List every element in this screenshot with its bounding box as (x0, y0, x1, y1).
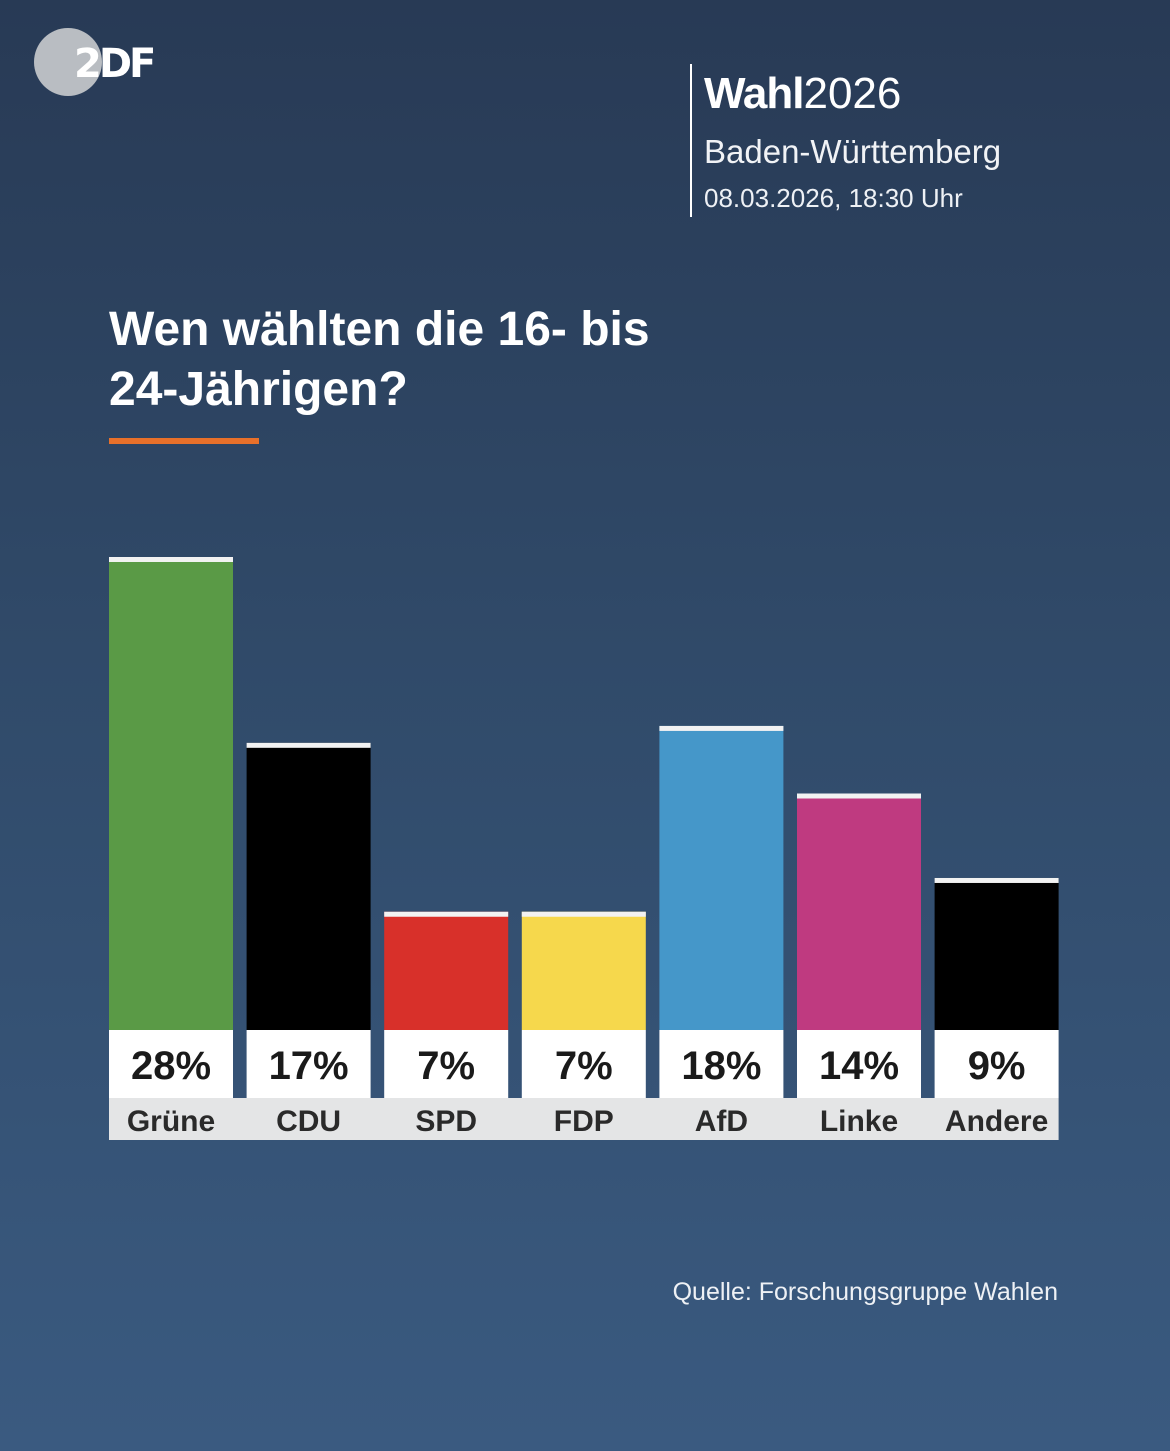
category-label-fdp: FDP (554, 1105, 614, 1138)
bar-spd (384, 911, 509, 1030)
bar-top-line-andere (934, 877, 1059, 883)
value-label-afd: 18% (681, 1044, 761, 1088)
source-note: Quelle: Forschungsgruppe Wahlen (672, 1278, 1058, 1306)
value-label-fdp: 7% (555, 1044, 613, 1088)
category-label-andere: Andere (945, 1105, 1048, 1138)
bar-top-line-afd (659, 725, 784, 731)
election-datetime: 08.03.2026, 18:30 Uhr (704, 183, 963, 213)
value-label-andere: 9% (968, 1044, 1026, 1088)
zdf-logo-circle (34, 28, 102, 96)
election-region: Baden-Württemberg (704, 133, 1002, 170)
value-box-andere (934, 1030, 1059, 1098)
value-box-afd (659, 1030, 784, 1098)
category-label-cdu: CDU (276, 1105, 341, 1138)
value-label-linke: 14% (819, 1044, 899, 1088)
category-label-linke: Linke (820, 1105, 898, 1138)
bar-top-line-cdu (246, 742, 371, 748)
election-year: 2026 (803, 69, 902, 118)
election-title-bold: Wahl (704, 69, 804, 118)
bar-fdp (521, 911, 646, 1030)
election-title: Wahl2026 (704, 66, 1001, 122)
chart-title-line-1: Wen wählten die 16- bis (109, 303, 650, 356)
value-box-cdu (246, 1030, 371, 1098)
bar-cdu (246, 742, 371, 1030)
bar-afd (659, 725, 784, 1030)
category-label-afd: AfD (695, 1105, 748, 1138)
bar-top-line-spd (384, 911, 509, 917)
election-info: Wahl2026 Baden-Württemberg 08.03.2026, 1… (690, 64, 1001, 217)
bar-top-line-linke (797, 793, 921, 799)
bar-andere (934, 877, 1059, 1030)
value-box-linke (797, 1030, 921, 1098)
value-box-gr-ne (109, 1030, 233, 1098)
category-label-strip (109, 1098, 1059, 1140)
category-label-gr-ne: Grüne (127, 1105, 215, 1138)
bar-gr-ne (109, 557, 233, 1030)
chart-title-line-2: 24-Jährigen? (109, 363, 408, 416)
value-label-cdu: 17% (269, 1044, 349, 1088)
value-label-spd: 7% (417, 1044, 475, 1088)
title-accent-bar (109, 438, 259, 444)
zdf-logo: 2DF (34, 28, 174, 98)
zdf-logo-text: 2DF (74, 41, 156, 87)
bar-top-line-gr-ne (109, 557, 233, 562)
value-box-spd (384, 1030, 509, 1098)
category-label-spd: SPD (415, 1105, 477, 1138)
bar-linke (797, 793, 921, 1030)
value-label-gr-ne: 28% (131, 1044, 211, 1088)
chart-title: Wen wählten die 16- bis 24-Jährigen? (109, 300, 809, 420)
bar-top-line-fdp (521, 911, 646, 917)
value-box-fdp (521, 1030, 646, 1098)
